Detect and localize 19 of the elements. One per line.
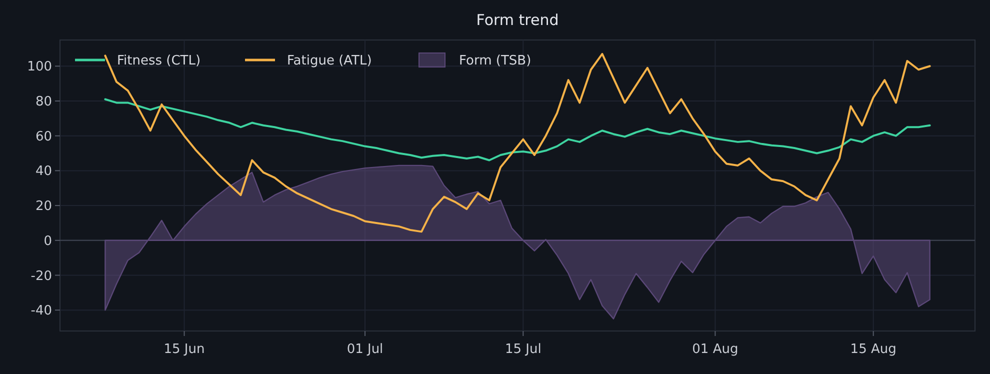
x-tick-label: 01 Jul: [346, 342, 384, 357]
y-tick-label: -20: [30, 268, 52, 284]
y-tick-label: 40: [35, 164, 52, 180]
y-tick-label: 20: [35, 199, 52, 214]
y-tick-label: 0: [44, 234, 52, 249]
y-tick-label: 80: [35, 94, 52, 110]
line-series: [104, 52, 931, 233]
legend-label: Fitness (CTL): [117, 54, 201, 69]
y-tick-label: 100: [27, 60, 52, 75]
y-tick-label: -40: [30, 304, 52, 319]
x-tick-label: 15 Jun: [164, 342, 205, 357]
chart-title: Form trend: [476, 11, 559, 29]
line-series: [104, 98, 931, 162]
legend-label: Fatigue (ATL): [287, 54, 372, 69]
legend-label: Form (TSB): [459, 54, 532, 69]
x-tick-label: 15 Aug: [850, 342, 896, 357]
x-tick-label: 01 Aug: [692, 342, 738, 357]
y-tick-label: 60: [35, 129, 52, 144]
x-tick-label: 15 Jul: [504, 342, 542, 357]
